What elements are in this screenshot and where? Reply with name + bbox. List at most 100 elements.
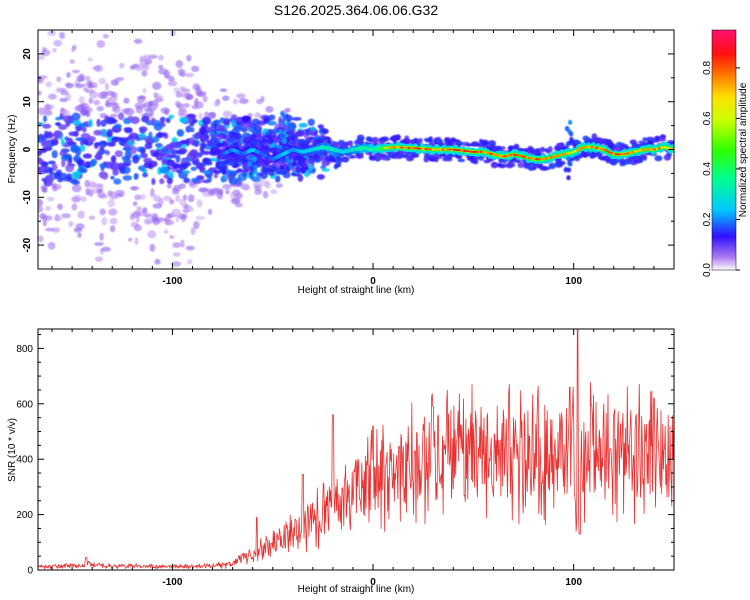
heatmap-cell xyxy=(298,138,307,145)
heatmap-cell xyxy=(165,117,171,124)
heatmap-cell xyxy=(119,62,125,69)
spectrogram-xlabel: Height of straight line (km) xyxy=(298,285,415,296)
heatmap-cell xyxy=(181,158,186,164)
heatmap-cell xyxy=(222,110,233,118)
heatmap-cell xyxy=(131,186,138,191)
heatmap-cell xyxy=(142,88,147,94)
heatmap-cell xyxy=(170,30,176,37)
heatmap-ridge-peak xyxy=(614,153,618,156)
heatmap-cell xyxy=(195,215,205,221)
heatmap-cell xyxy=(155,143,163,148)
heatmap-cell xyxy=(269,172,275,177)
heatmap-cell xyxy=(228,177,238,185)
heatmap-cell xyxy=(138,126,148,133)
heatmap-cell xyxy=(105,150,110,156)
heatmap-cell xyxy=(135,217,140,223)
heatmap-cell xyxy=(144,142,153,150)
heatmap-cell xyxy=(45,175,54,183)
heatmap-cell xyxy=(234,193,240,199)
heatmap-cell xyxy=(149,243,156,252)
heatmap-cell xyxy=(262,190,269,199)
heatmap-cell xyxy=(547,146,553,153)
heatmap-ridge-peak xyxy=(412,147,416,150)
heatmap-cell xyxy=(71,171,81,180)
heatmap-ridge-peak xyxy=(470,150,474,153)
heatmap-cell xyxy=(390,135,398,142)
snr-ytick-label: 400 xyxy=(16,455,33,466)
heatmap-cell xyxy=(53,171,61,179)
heatmap-ridge-peak xyxy=(561,153,565,156)
heatmap-cell xyxy=(516,147,524,152)
heatmap-ridge-peak xyxy=(407,146,411,149)
heatmap-cell xyxy=(97,191,106,198)
heatmap-cell xyxy=(658,138,667,142)
heatmap-cell xyxy=(52,48,57,53)
heatmap-ridge-peak xyxy=(443,148,447,151)
heatmap-cell xyxy=(152,101,159,110)
heatmap-cell xyxy=(96,105,104,112)
heatmap-cell xyxy=(222,184,232,190)
heatmap-cell xyxy=(369,154,374,161)
heatmap-ridge-peak xyxy=(583,146,587,149)
heatmap-cell xyxy=(605,158,612,162)
heatmap-ridge-peak xyxy=(422,147,426,150)
heatmap-cell xyxy=(99,128,108,137)
heatmap-cell xyxy=(114,150,123,158)
heatmap-cell xyxy=(48,93,57,100)
heatmap-cell xyxy=(61,159,66,168)
heatmap-cell xyxy=(46,196,55,202)
heatmap-cell xyxy=(623,159,632,165)
heatmap-ridge-peak xyxy=(508,154,512,156)
heatmap-cell xyxy=(137,194,146,200)
heatmap-cell xyxy=(181,170,191,175)
snr-xtick-label: -100 xyxy=(162,577,182,588)
heatmap-cell xyxy=(142,172,149,178)
heatmap-cell xyxy=(128,132,139,140)
heatmap-cell xyxy=(230,192,236,200)
heatmap-cell xyxy=(47,160,56,165)
heatmap-cell xyxy=(355,154,364,160)
snr-xtick-label: 0 xyxy=(370,577,376,588)
heatmap-ridge-peak xyxy=(419,147,423,150)
spectrogram-xtick-label: -100 xyxy=(162,276,182,287)
heatmap-cell xyxy=(202,95,208,103)
heatmap-cell xyxy=(135,212,145,217)
heatmap-cell xyxy=(256,172,263,177)
heatmap-cell xyxy=(209,131,215,136)
heatmap-cell xyxy=(45,81,53,88)
heatmap-cell xyxy=(78,96,85,104)
heatmap-cell xyxy=(53,39,63,47)
heatmap-cell xyxy=(142,103,147,109)
heatmap-cell xyxy=(55,87,61,93)
snr-ytick-label: 800 xyxy=(16,344,33,355)
heatmap-cell xyxy=(109,195,119,200)
heatmap-cell xyxy=(566,167,572,173)
heatmap-cell xyxy=(152,203,163,209)
heatmap-cell xyxy=(201,142,207,149)
heatmap-cell xyxy=(171,261,182,267)
heatmap-cell xyxy=(90,182,97,187)
heatmap-cell xyxy=(118,162,125,168)
heatmap-cell xyxy=(99,208,106,216)
heatmap-cell xyxy=(296,129,305,137)
heatmap-cell xyxy=(57,177,64,183)
heatmap-cell xyxy=(45,182,54,186)
heatmap-cell xyxy=(213,122,218,129)
heatmap-cell xyxy=(75,83,84,89)
heatmap-cell xyxy=(101,246,111,252)
heatmap-cell xyxy=(38,150,42,157)
heatmap-cell xyxy=(218,163,223,167)
heatmap-cell xyxy=(40,140,51,148)
heatmap-cell xyxy=(96,151,101,158)
heatmap-ridge-peak xyxy=(385,146,390,149)
heatmap-ridge-peak xyxy=(612,153,616,156)
heatmap-cell xyxy=(251,118,261,126)
heatmap-cell xyxy=(56,76,62,83)
heatmap-cell xyxy=(140,153,148,159)
heatmap-cell xyxy=(295,166,302,173)
heatmap-ridge-peak xyxy=(532,158,537,161)
heatmap-cell xyxy=(283,109,290,114)
heatmap-cell xyxy=(75,223,85,230)
heatmap-cell xyxy=(208,111,216,120)
